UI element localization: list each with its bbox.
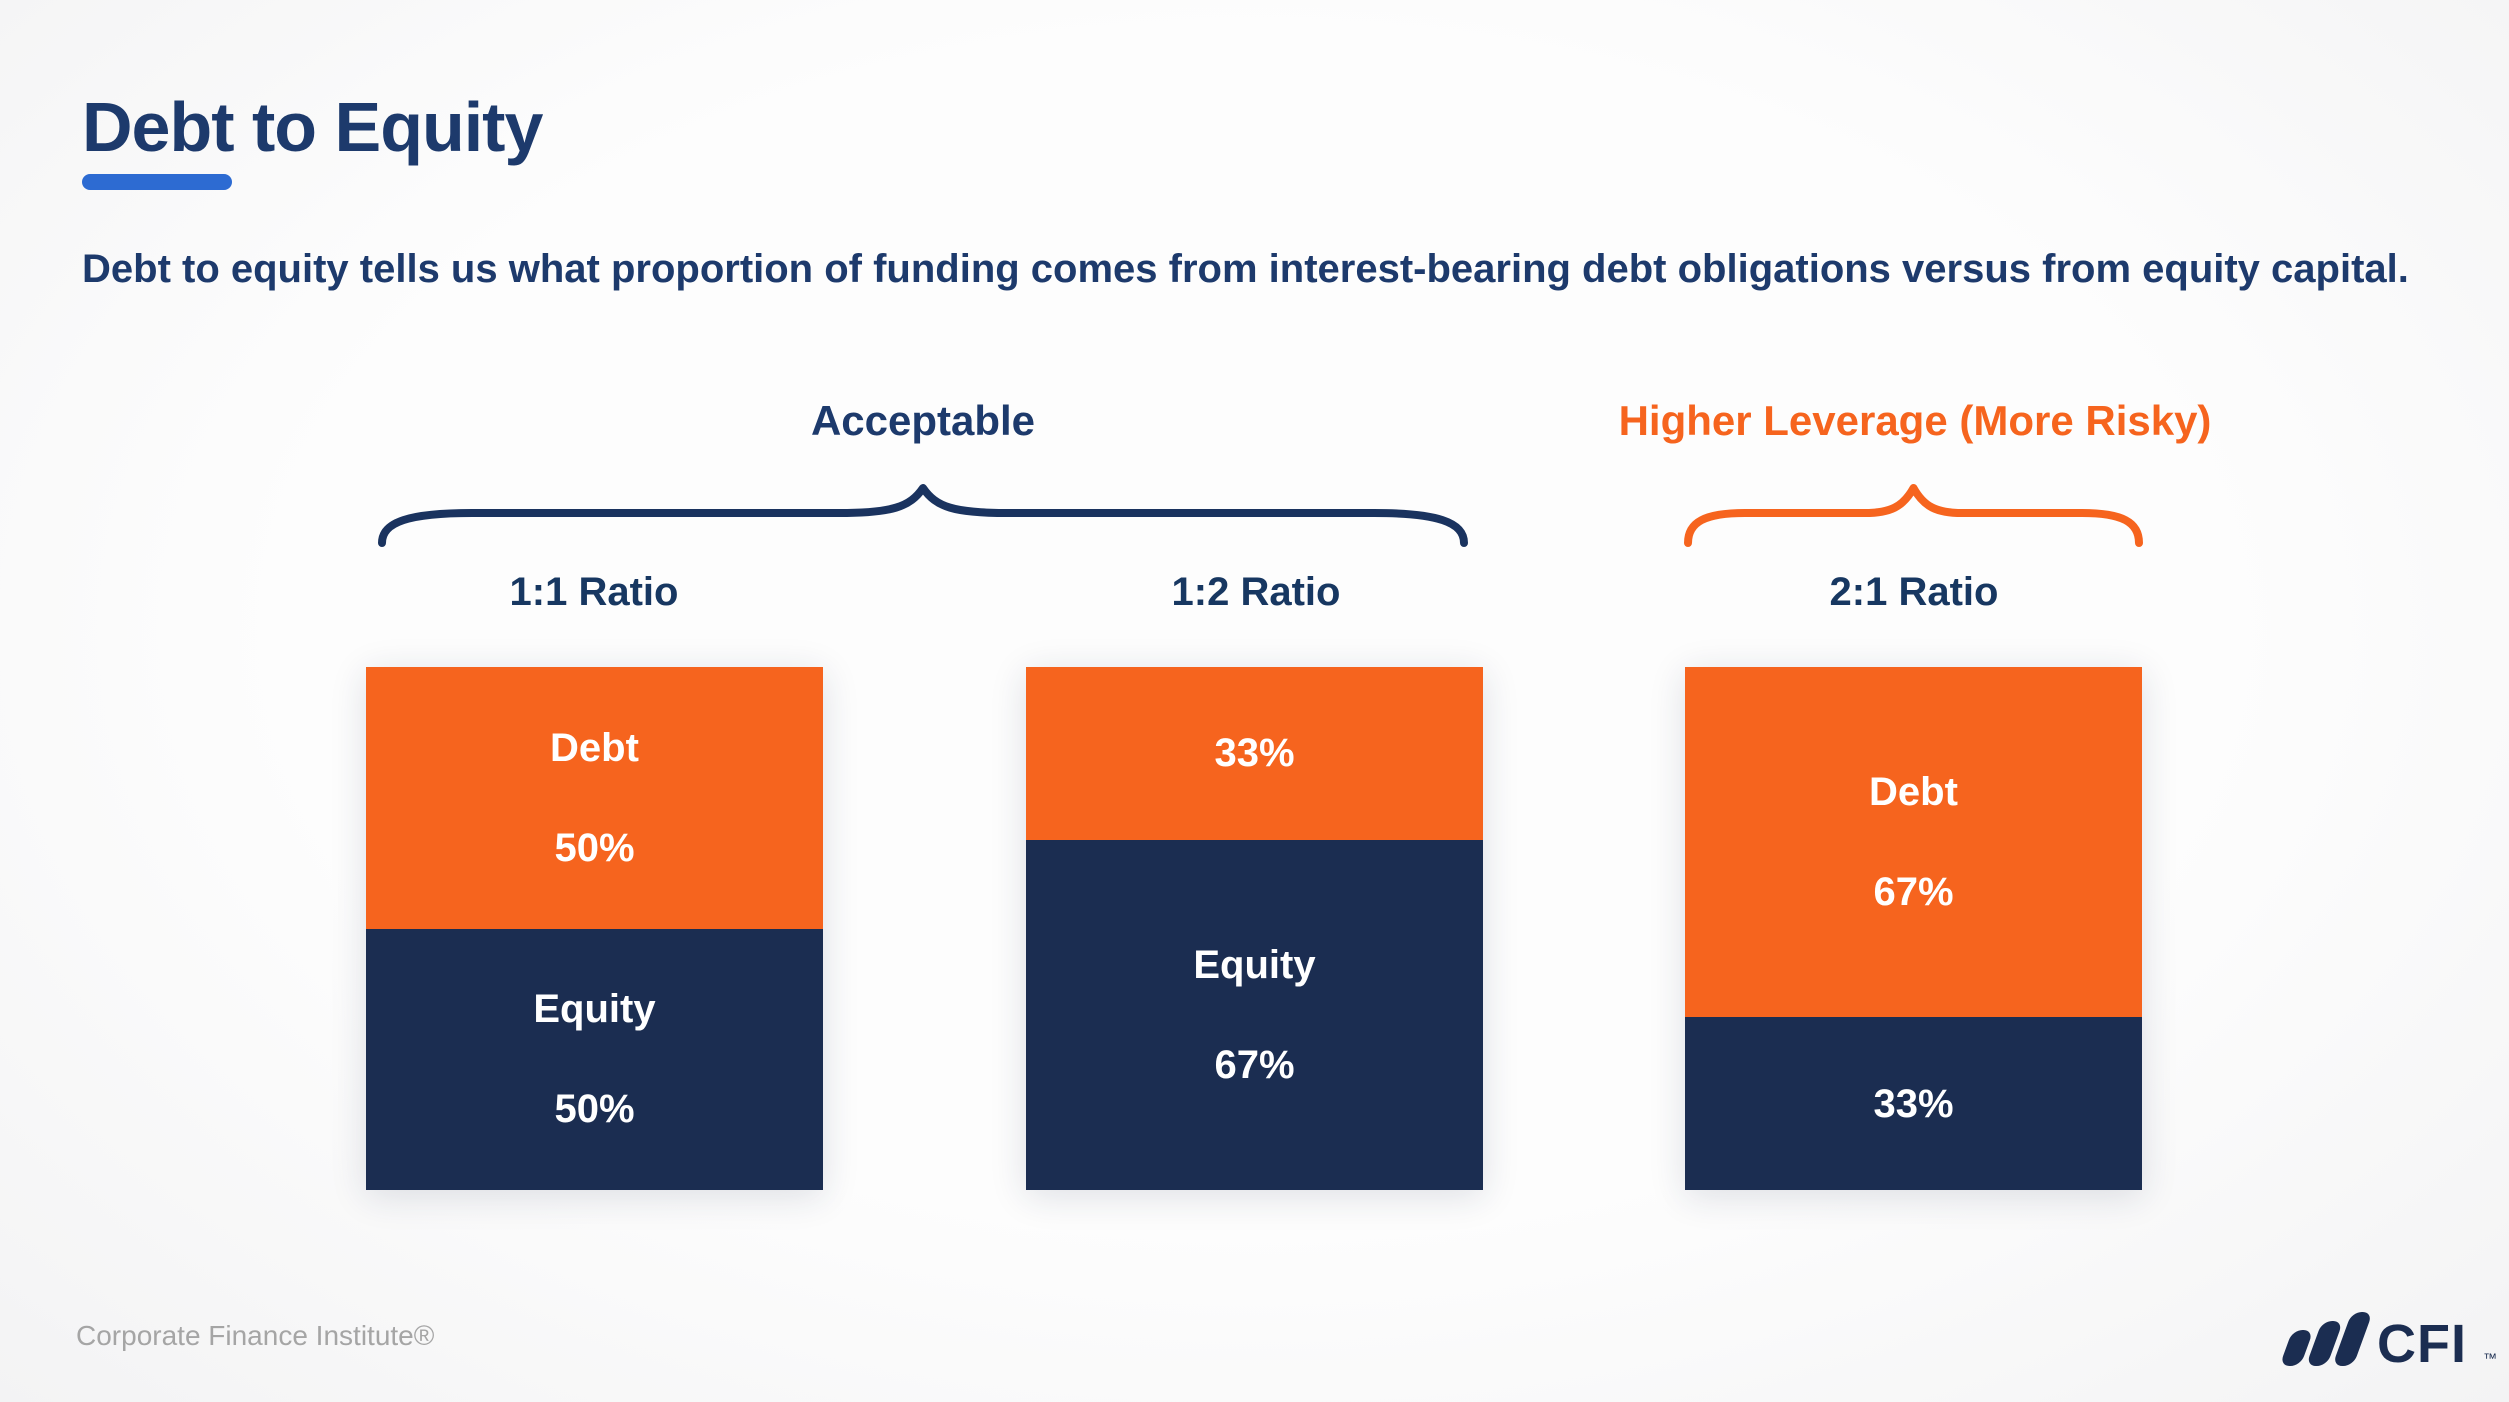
cfi-logo-mark-icon	[2274, 1312, 2373, 1366]
debt-segment: 33%	[1026, 667, 1483, 840]
ratio-label-1-2: 1:2 Ratio	[1171, 570, 1341, 614]
segment-value: 50%	[554, 825, 635, 870]
ratio-label-2-1: 2:1 Ratio	[1829, 570, 1999, 614]
debt-segment: Debt 50%	[366, 667, 823, 929]
cfi-logo-text: CFI	[2377, 1313, 2467, 1374]
equity-segment: 33%	[1685, 1017, 2142, 1190]
acceptable-label: Acceptable	[810, 397, 1036, 444]
risky-brace-icon	[1684, 484, 2143, 547]
ratio-label-1-1: 1:1 Ratio	[509, 570, 679, 614]
equity-segment: Equity 50%	[366, 928, 823, 1190]
segment-label: Debt	[550, 725, 639, 770]
segment-label: Equity	[1193, 942, 1316, 987]
segment-label: Equity	[533, 987, 656, 1032]
cfi-logo: CFI ™	[2274, 1310, 2497, 1374]
segment-value: 33%	[1873, 1081, 1954, 1126]
stacked-bar-1-1: Debt 50% Equity 50%	[366, 667, 823, 1190]
debt-segment: Debt 67%	[1685, 667, 2142, 1018]
description-text: Debt to equity tells us what proportion …	[82, 247, 2409, 291]
title-underline	[82, 174, 232, 190]
segment-value: 50%	[554, 1087, 635, 1132]
acceptable-brace-icon	[378, 484, 1468, 547]
stacked-bar-2-1: Debt 67% 33%	[1685, 667, 2142, 1190]
equity-segment: Equity 67%	[1026, 839, 1483, 1190]
segment-label: Debt	[1869, 770, 1958, 815]
footer-attribution: Corporate Finance Institute®	[76, 1320, 435, 1351]
higher-leverage-label: Higher Leverage (More Risky)	[1618, 397, 2212, 444]
cfi-logo-trademark: ™	[2483, 1350, 2497, 1366]
page-title: Debt to Equity	[82, 88, 543, 166]
segment-value: 33%	[1214, 731, 1295, 776]
segment-value: 67%	[1873, 870, 1954, 915]
segment-value: 67%	[1214, 1042, 1295, 1087]
stacked-bar-1-2: 33% Equity 67%	[1026, 667, 1483, 1190]
